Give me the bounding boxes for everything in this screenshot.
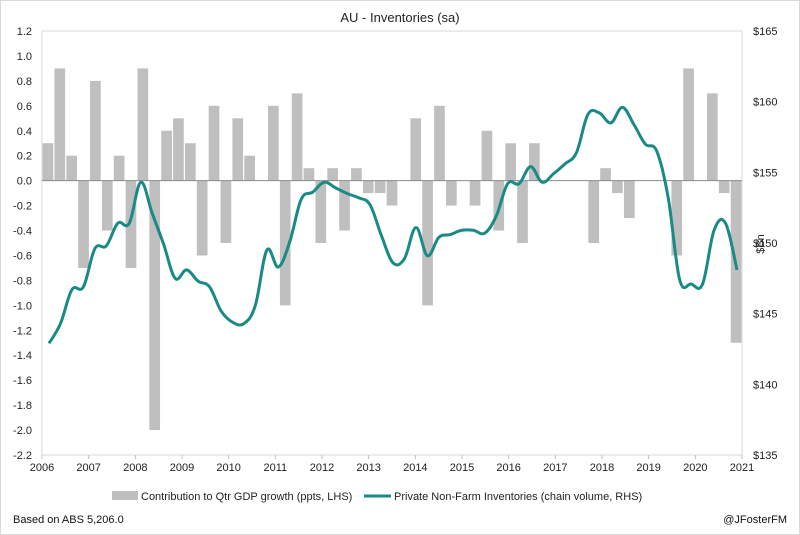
author-handle: @JFosterFM [723,514,787,526]
left-tick-label: -0.4 [13,226,32,238]
left-tick-label: -2.0 [13,425,32,437]
legend: Contribution to Qtr GDP growth (ppts, LH… [112,491,642,503]
left-tick-label: -1.4 [13,350,32,362]
gdp-contribution-bar [43,143,54,180]
gdp-contribution-bar [292,93,303,180]
gdp-contribution-bar [304,168,315,180]
gdp-contribution-bar [612,181,623,193]
left-tick-label: -0.8 [13,275,32,287]
gdp-contribution-bar [351,168,362,180]
x-tick-label: 2017 [543,462,567,474]
gdp-contribution-bar [683,68,694,180]
gdp-contribution-bar [54,68,65,180]
chart-frame: AU - Inventories (sa) 1.2 1.0 0.8 0.6 0.4 0.2… [0,0,800,535]
right-tick-label: $160 [753,97,777,109]
gdp-contribution-bar [422,181,433,306]
left-tick-label: 1.0 [17,51,32,63]
gdp-contribution-bar [232,118,243,180]
x-tick-label: 2013 [356,462,380,474]
x-tick-label: 2006 [30,462,54,474]
gdp-contribution-bar [185,143,196,180]
x-tick-label: 2015 [450,462,474,474]
right-tick-label: $135 [753,450,777,462]
gdp-contribution-bar [327,168,338,180]
x-tick-label: 2009 [170,462,194,474]
x-tick-label: 2020 [683,462,707,474]
x-tick-label: 2010 [216,462,240,474]
x-tick-label: 2014 [403,462,427,474]
left-tick-label: -1.2 [13,325,32,337]
gdp-contribution-bar [244,156,255,181]
gdp-contribution-bar [719,181,730,193]
gdp-contribution-bar [114,156,125,181]
left-tick-label: -1.6 [13,375,32,387]
x-tick-label: 2008 [123,462,147,474]
legend-bar-label: Contribution to Qtr GDP growth (ppts, LH… [141,491,352,503]
left-tick-label: -2.2 [13,450,32,462]
x-tick-label: 2007 [76,462,100,474]
x-tick-label: 2016 [496,462,520,474]
gdp-contribution-bar [387,181,398,206]
gdp-contribution-bar [434,106,445,181]
right-axis-label: $Bn [755,234,767,254]
right-tick-label: $140 [753,379,777,391]
gdp-contribution-bar [600,168,611,180]
x-tick-label: 2011 [264,462,288,474]
gdp-contribution-bar [505,143,516,180]
left-tick-label: -1.8 [13,400,32,412]
gdp-contribution-bar [410,118,421,180]
inventories-chart: AU - Inventories (sa) 1.2 1.0 0.8 0.6 0.4 0.2… [1,1,799,534]
gdp-contribution-bar [90,81,101,181]
gdp-contribution-bar [221,181,232,243]
gdp-contribution-bar [517,181,528,243]
x-tick-label: 2021 [730,462,754,474]
left-tick-label: 0.6 [17,101,32,113]
gdp-contribution-bar [482,131,493,181]
chart-title: AU - Inventories (sa) [340,10,459,25]
gdp-contribution-bar [470,181,481,206]
gdp-contribution-bar [339,181,350,231]
x-tick-label: 2019 [636,462,660,474]
gdp-contribution-bar [197,181,208,256]
x-tick-label: 2012 [310,462,334,474]
gdp-contribution-bar [78,181,89,268]
left-tick-label: 0.4 [17,126,32,138]
gdp-contribution-bar [268,106,279,181]
gdp-contribution-bar [588,181,599,243]
gdp-contribution-bar [363,181,374,193]
source-note: Based on ABS 5,206.0 [13,514,124,526]
gdp-contribution-bar [624,181,635,218]
left-tick-label: 0.0 [17,176,32,188]
left-tick-label: 0.2 [17,151,32,163]
gdp-contribution-bar [66,156,77,181]
legend-line-label: Private Non-Farm Inventories (chain volu… [394,491,642,503]
left-tick-label: 0.8 [17,76,32,88]
x-tick-label: 2018 [590,462,614,474]
right-tick-label: $165 [753,26,777,38]
legend-bar-swatch [112,491,138,500]
right-tick-label: $155 [753,167,777,179]
gdp-contribution-bar [161,131,172,181]
left-tick-label: -1.0 [13,300,32,312]
left-tick-label: 1.2 [17,26,32,38]
gdp-contribution-bar [446,181,457,206]
gdp-contribution-bar [209,106,220,181]
gdp-contribution-bar [138,68,149,180]
gdp-contribution-bar [173,118,184,180]
gdp-contribution-bar [707,93,718,180]
right-tick-label: $145 [753,309,777,321]
gdp-contribution-bar [102,181,113,231]
left-tick-label: -0.6 [13,250,32,262]
left-tick-label: -0.2 [13,201,32,213]
gdp-contribution-bar [375,181,386,193]
